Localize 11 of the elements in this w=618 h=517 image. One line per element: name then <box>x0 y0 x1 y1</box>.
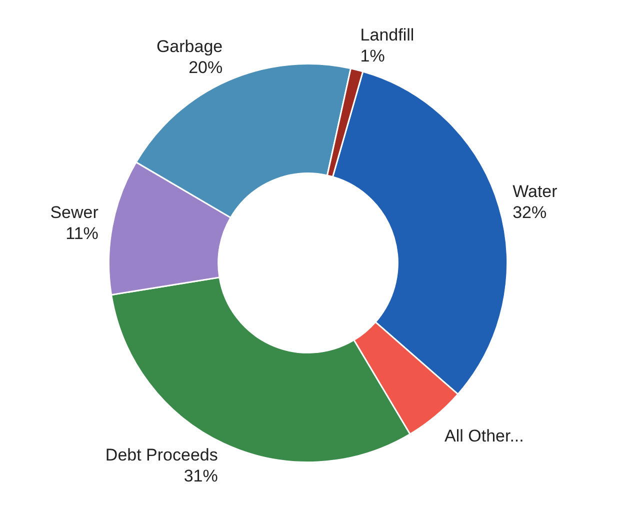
data-label: 1% <box>360 46 385 66</box>
data-label: 31% <box>184 466 218 486</box>
data-label: 32% <box>512 202 547 222</box>
data-label: 11% <box>66 224 98 243</box>
slice-label: Water <box>512 182 558 201</box>
slice-label: Sewer <box>50 202 99 222</box>
slice-label: Debt Proceeds <box>105 445 218 464</box>
data-label: 20% <box>188 58 223 77</box>
slice-label: Garbage <box>156 36 223 56</box>
slice-label: Landfill <box>360 25 414 44</box>
slice-label: All Other... <box>444 426 524 446</box>
